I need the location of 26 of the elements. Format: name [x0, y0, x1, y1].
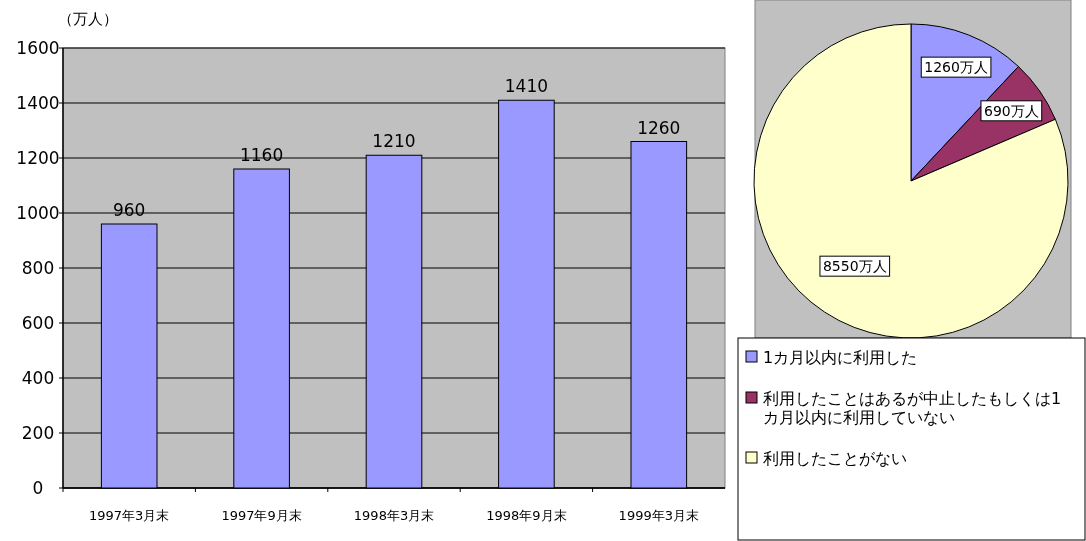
x-tick-label: 1997年9月末: [221, 508, 302, 523]
y-tick-label: 800: [21, 258, 55, 278]
y-tick-label: 1200: [16, 148, 60, 168]
data-label: 1260: [637, 117, 681, 138]
y-tick-label: 600: [21, 313, 55, 333]
y-tick-label: 1400: [16, 93, 60, 113]
y-axis-title: （万人）: [58, 10, 118, 28]
data-label: 1410: [504, 76, 549, 97]
data-label: 8550万人: [822, 258, 887, 275]
data-label: 960: [112, 200, 146, 220]
data-label: 1260万人: [924, 59, 988, 76]
legend-label: 1カ月以内に利用した: [763, 348, 918, 367]
legend-label: 利用したことがない: [763, 449, 907, 468]
y-tick-label: 1600: [16, 38, 60, 58]
y-tick-label: 200: [21, 423, 55, 443]
x-tick-label: 1997年3月末: [89, 508, 170, 523]
y-tick-label: 400: [21, 368, 55, 388]
data-label: 690万人: [983, 102, 1039, 119]
x-tick-label: 1999年3月末: [618, 508, 699, 523]
y-tick-label: 1000: [16, 203, 60, 223]
data-label: 1160: [239, 145, 284, 165]
x-tick-label: 1998年9月末: [486, 508, 567, 523]
legend-label: 利用したことはあるが中止したもしくは1カ月以内に利用していない: [763, 389, 1062, 427]
y-tick-label: 0: [32, 478, 44, 498]
x-tick-label: 1998年3月末: [353, 508, 435, 523]
data-label: 1210: [372, 131, 416, 152]
